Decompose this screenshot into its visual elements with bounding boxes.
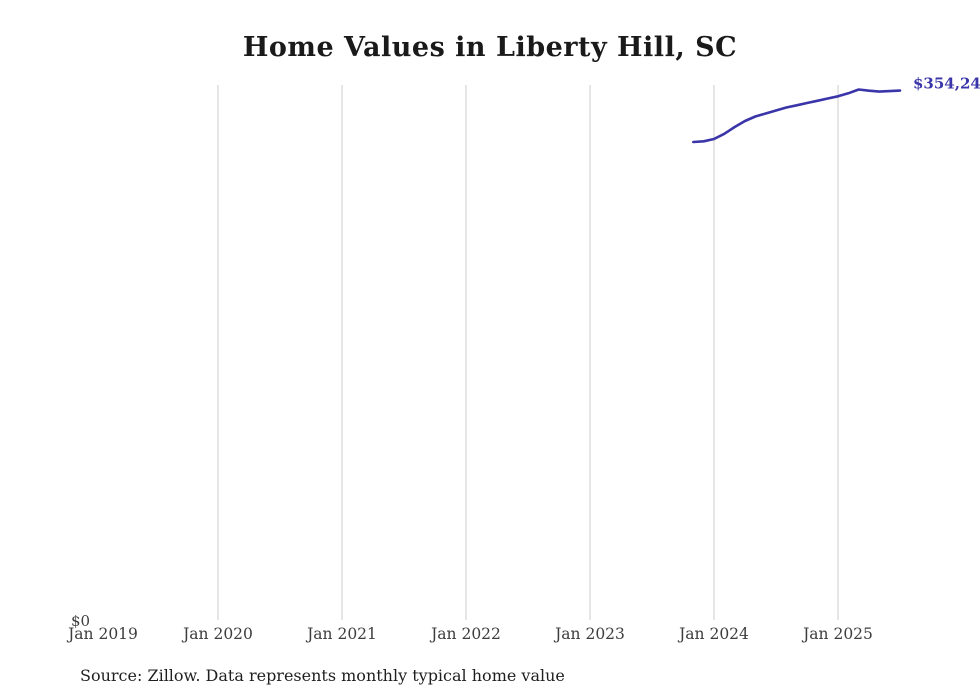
x-tick-jan-2019: Jan 2019: [68, 625, 138, 643]
home-value-line: [692, 88, 902, 144]
x-tick-jan-2021: Jan 2021: [307, 625, 377, 643]
latest-value-label: $354,243: [913, 75, 980, 93]
x-tick-jan-2022: Jan 2022: [431, 625, 501, 643]
x-tick-jan-2020: Jan 2020: [183, 625, 253, 643]
y-axis-zero-label: $0: [71, 612, 91, 630]
source-note: Source: Zillow. Data represents monthly …: [80, 666, 565, 685]
x-tick-jan-2023: Jan 2023: [555, 625, 625, 643]
x-tick-jan-2025: Jan 2025: [803, 625, 873, 643]
chart-title: Home Values in Liberty Hill, SC: [242, 32, 738, 63]
x-tick-jan-2024: Jan 2024: [679, 625, 749, 643]
